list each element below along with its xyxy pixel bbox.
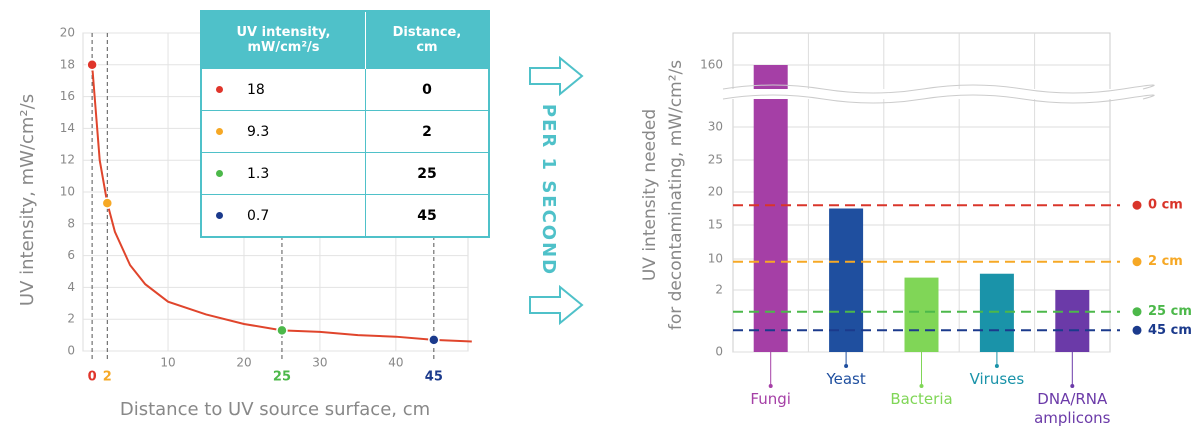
table-cell: 9.3 xyxy=(201,110,366,153)
cell-text: 9.3 xyxy=(247,123,270,140)
y-tick-label: 12 xyxy=(60,153,75,167)
y-tick-label: 20 xyxy=(708,185,723,199)
table-row: 18 0 xyxy=(201,68,490,111)
cell-text: 0.7 xyxy=(247,207,270,224)
row-dot xyxy=(216,86,223,93)
bar xyxy=(904,277,939,352)
x-highlight-label: 45 xyxy=(425,370,443,385)
highlight-point xyxy=(86,59,98,71)
y-tick-label: 10 xyxy=(708,252,723,266)
y-tick-label: 15 xyxy=(708,218,723,232)
highlight-point xyxy=(101,197,114,209)
table-cell: 0 xyxy=(365,68,490,111)
curve xyxy=(91,64,472,343)
category-label: Bacteria xyxy=(890,390,953,408)
category-stem-dot xyxy=(768,384,773,388)
x-highlight-label: 2 xyxy=(103,370,112,385)
table-cell: 18 xyxy=(201,68,366,111)
y-tick-label: 2 xyxy=(67,312,75,326)
reference-dot xyxy=(1132,257,1142,267)
reference-label: 45 cm xyxy=(1148,323,1192,338)
axis-break-line xyxy=(722,84,1155,94)
y-tick-label: 16 xyxy=(60,89,75,103)
row-dot xyxy=(216,170,223,177)
category-label: Yeast xyxy=(826,370,866,388)
table-cell: 1.3 xyxy=(201,152,366,195)
x-tick-label: 20 xyxy=(236,356,251,370)
y-axis-label: UV intensity needed xyxy=(640,109,660,281)
category-stem-dot xyxy=(844,364,849,368)
x-tick-label: 30 xyxy=(312,356,327,370)
y-tick-label: 30 xyxy=(708,120,723,134)
row-dot xyxy=(216,128,223,135)
table-header: UV intensity, mW/cm²/s xyxy=(201,11,366,69)
data-table: UV intensity, mW/cm²/s Distance, cm 18 0 9.… xyxy=(200,10,490,238)
y-axis-label: for decontaminating, mW/cm²/s xyxy=(666,60,686,330)
y-tick-label: 2 xyxy=(715,283,723,297)
y-tick-label: 18 xyxy=(60,57,75,71)
y-tick-label: 20 xyxy=(60,26,75,40)
y-tick-label: 0 xyxy=(67,344,75,358)
bar xyxy=(829,208,864,352)
reference-label: 0 cm xyxy=(1148,198,1183,213)
category-stem-dot xyxy=(994,364,999,368)
bar xyxy=(979,273,1014,352)
table-row: 0.7 45 xyxy=(201,194,490,237)
y-tick-label: 4 xyxy=(67,280,75,294)
x-tick-label: 40 xyxy=(388,356,403,370)
highlight-point xyxy=(428,334,440,346)
x-axis-label: Distance to UV source surface, cm xyxy=(120,399,430,420)
y-tick-label: 0 xyxy=(715,345,723,359)
cell-text: 1.3 xyxy=(247,165,270,182)
axis-break xyxy=(723,89,1120,99)
y-tick-label: 14 xyxy=(60,121,75,135)
axis-break-line xyxy=(722,94,1155,104)
category-label: Viruses xyxy=(969,370,1025,388)
table-cell: 0.7 xyxy=(201,194,366,237)
category-label: DNA/RNA amplicons xyxy=(1034,390,1111,427)
y-tick-label: 160 xyxy=(700,58,723,72)
x-tick-label: 10 xyxy=(160,356,175,370)
reference-dot xyxy=(1132,200,1142,210)
y-tick-label: 25 xyxy=(708,153,723,167)
cell-text: 18 xyxy=(247,81,265,98)
y-axis-label: UV intensity, mW/cm²/s xyxy=(17,94,38,306)
table-header: Distance, cm xyxy=(365,11,490,69)
category-label: Fungi xyxy=(750,390,791,408)
reference-dot xyxy=(1132,307,1142,317)
row-dot xyxy=(216,212,223,219)
category-stem-dot xyxy=(919,384,924,388)
y-tick-label: 8 xyxy=(67,216,75,230)
category-stem-dot xyxy=(1070,384,1075,388)
table-cell: 2 xyxy=(365,110,490,153)
y-tick-label: 6 xyxy=(67,248,75,262)
reference-dot xyxy=(1132,325,1142,335)
bar xyxy=(753,65,788,352)
reference-label: 2 cm xyxy=(1148,254,1183,269)
caption: PER 1 SECOND xyxy=(538,104,559,276)
x-highlight-label: 25 xyxy=(273,370,291,385)
bar xyxy=(1055,290,1090,352)
reference-label: 25 cm xyxy=(1148,304,1192,319)
x-highlight-label: 0 xyxy=(88,370,97,385)
highlight-point xyxy=(276,324,288,337)
table-row: 1.3 25 xyxy=(201,152,490,195)
arrows xyxy=(529,55,584,326)
table-row: 9.3 2 xyxy=(201,110,490,153)
table-cell: 25 xyxy=(365,152,490,195)
y-tick-label: 10 xyxy=(60,185,75,199)
table-cell: 45 xyxy=(365,194,490,237)
